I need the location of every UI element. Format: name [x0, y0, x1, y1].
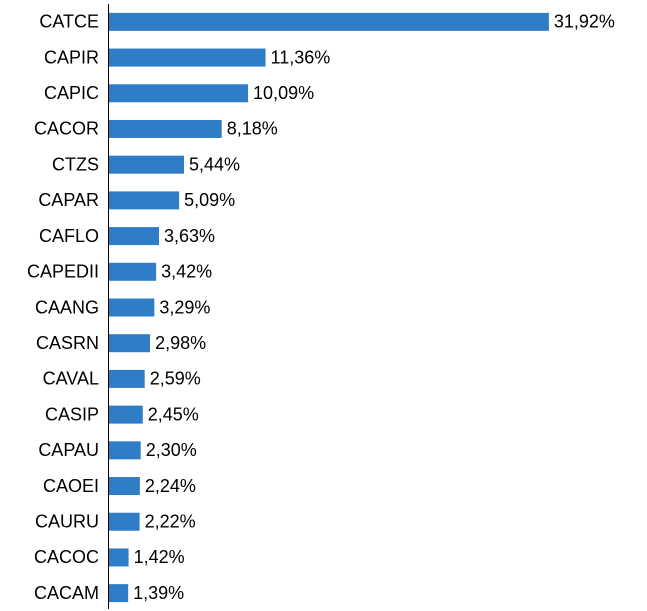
value-label: 2,30%	[146, 440, 197, 460]
y-tick-label: CATCE	[39, 12, 99, 32]
y-tick-label: CAPIC	[44, 83, 99, 103]
value-label: 2,22%	[145, 511, 196, 531]
bar	[109, 477, 140, 496]
y-tick-label: CAPAR	[38, 190, 99, 210]
y-tick-label: CAPEDII	[27, 262, 99, 282]
bar	[109, 441, 141, 460]
value-label: 11,36%	[271, 47, 331, 67]
y-tick-label: CAOEI	[43, 476, 99, 496]
bar	[109, 191, 180, 210]
y-tick-label: CASIP	[45, 404, 99, 424]
value-label: 3,63%	[164, 226, 215, 246]
bar	[109, 155, 184, 174]
value-label: 3,42%	[161, 262, 212, 282]
y-tick-label: CACAM	[34, 583, 99, 603]
bar	[109, 369, 145, 388]
value-label: 1,42%	[134, 547, 185, 567]
value-label: 2,45%	[148, 404, 199, 424]
value-label: 2,98%	[155, 333, 206, 353]
bar	[109, 512, 140, 531]
y-tick-label: CASRN	[36, 333, 99, 353]
value-label: 10,09%	[253, 83, 314, 103]
bar	[109, 584, 129, 603]
y-tick-label: CAVAL	[43, 369, 99, 389]
value-label: 1,39%	[133, 583, 184, 603]
y-tick-label: CAURU	[35, 511, 99, 531]
y-tick-label: CACOC	[34, 547, 99, 567]
value-label: 5,44%	[189, 154, 240, 174]
bar	[109, 227, 160, 246]
y-tick-label: CAFLO	[39, 226, 99, 246]
bar	[109, 84, 249, 103]
value-label: 31,92%	[554, 12, 615, 32]
bar	[109, 334, 151, 353]
y-tick-label: CAPAU	[38, 440, 99, 460]
bar	[109, 48, 266, 67]
bar	[109, 12, 549, 31]
bar	[109, 298, 155, 317]
y-tick-label: CACOR	[34, 119, 99, 139]
y-tick-label: CAANG	[35, 297, 99, 317]
bar	[109, 119, 222, 138]
value-label: 8,18%	[227, 119, 278, 139]
bar	[109, 262, 157, 281]
y-tick-label: CAPIR	[44, 47, 99, 67]
value-label: 2,59%	[150, 369, 201, 389]
y-tick-label: CTZS	[52, 154, 99, 174]
bar	[109, 405, 143, 424]
bar	[109, 548, 129, 567]
value-label: 2,24%	[145, 476, 196, 496]
value-label: 5,09%	[184, 190, 235, 210]
value-label: 3,29%	[159, 297, 210, 317]
